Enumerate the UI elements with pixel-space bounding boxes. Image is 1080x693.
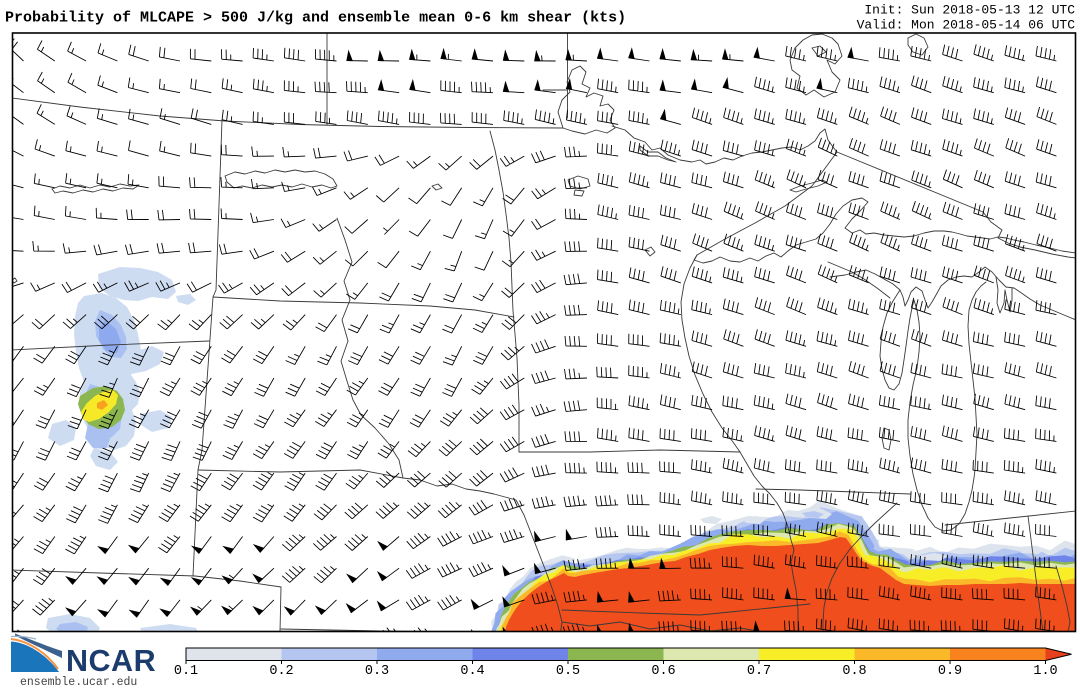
svg-text:ensemble.ucar.edu: ensemble.ucar.edu bbox=[20, 676, 137, 689]
svg-text:0.3: 0.3 bbox=[365, 664, 389, 679]
svg-text:0.6: 0.6 bbox=[651, 664, 675, 679]
svg-text:0.9: 0.9 bbox=[938, 664, 962, 679]
svg-text:0.2: 0.2 bbox=[269, 664, 293, 679]
svg-text:1.0: 1.0 bbox=[1033, 664, 1057, 679]
svg-text:0.5: 0.5 bbox=[556, 664, 580, 679]
svg-text:NCAR: NCAR bbox=[66, 644, 156, 678]
svg-text:0.8: 0.8 bbox=[842, 664, 866, 679]
svg-text:0.7: 0.7 bbox=[747, 664, 771, 679]
svg-text:0.1: 0.1 bbox=[174, 664, 198, 679]
svg-text:0.4: 0.4 bbox=[460, 664, 484, 679]
svg-text:Init: Sun 2018-05-13 12 UTC: Init: Sun 2018-05-13 12 UTC bbox=[864, 3, 1075, 18]
svg-text:Probability of MLCAPE > 500 J/: Probability of MLCAPE > 500 J/kg and ens… bbox=[5, 10, 626, 27]
svg-text:Valid: Mon 2018-05-14 06 UTC: Valid: Mon 2018-05-14 06 UTC bbox=[857, 18, 1076, 33]
